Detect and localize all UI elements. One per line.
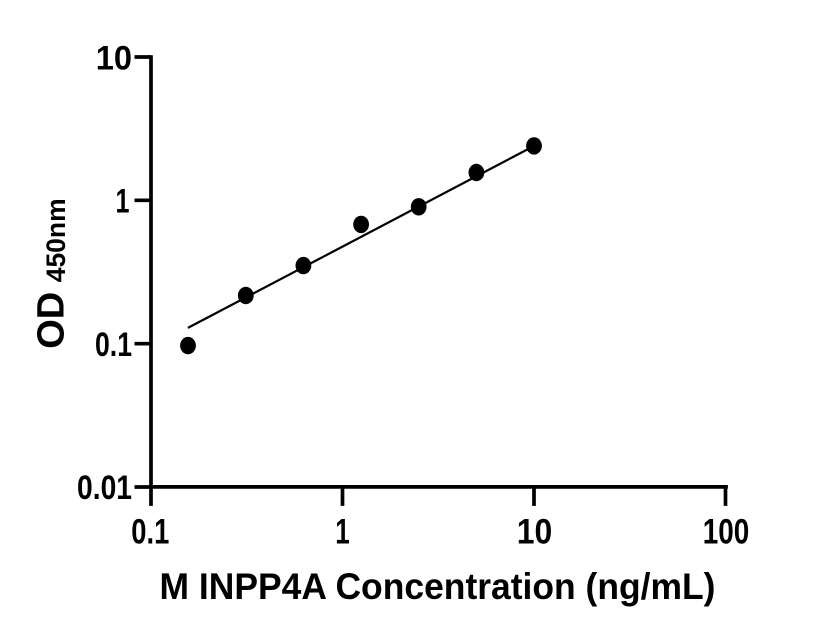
svg-text:0.1: 0.1 [95,326,132,364]
svg-text:0.01: 0.01 [77,469,132,507]
svg-text:M INPP4A Concentration (ng/mL): M INPP4A Concentration (ng/mL) [160,566,716,607]
svg-text:0.1: 0.1 [131,513,169,552]
svg-text:1: 1 [116,182,130,220]
svg-text:100: 100 [703,513,750,552]
svg-text:1: 1 [335,513,350,552]
svg-text:10: 10 [517,513,553,552]
svg-text:10: 10 [96,40,132,78]
